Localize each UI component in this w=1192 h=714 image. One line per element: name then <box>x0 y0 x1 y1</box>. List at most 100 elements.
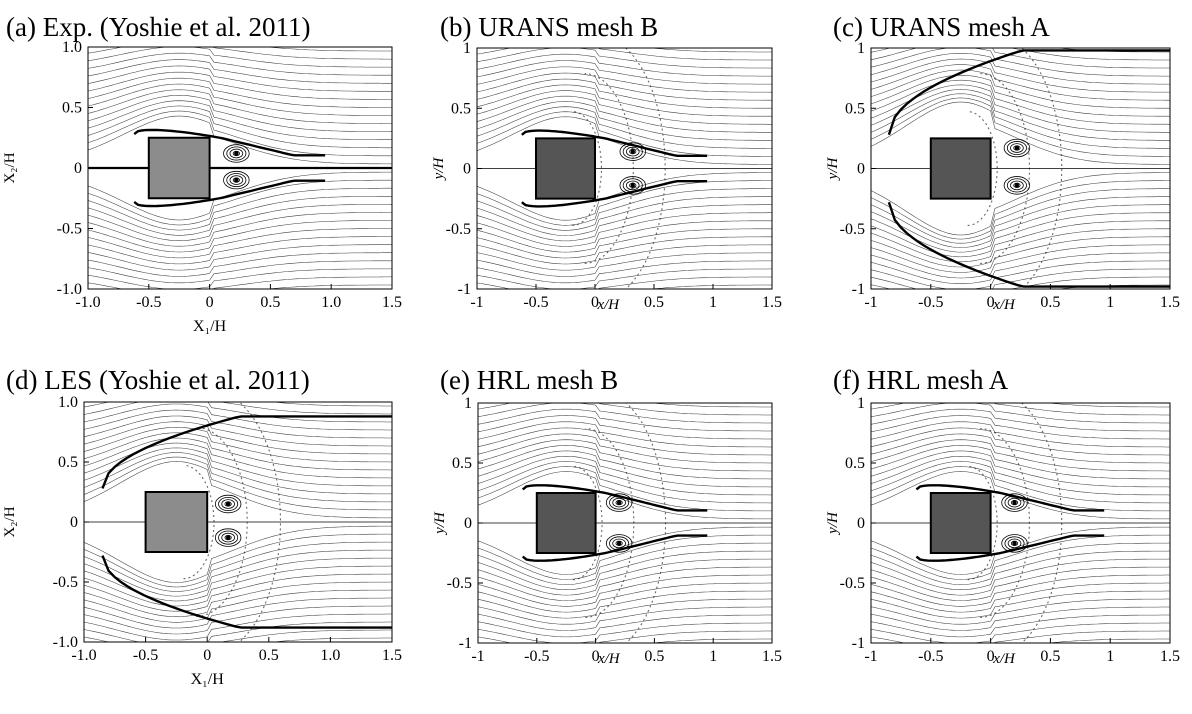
streamline <box>88 71 392 100</box>
x-axis-title: X₁/H <box>191 671 225 688</box>
streamline <box>871 542 1170 585</box>
y-tick-label: 1 <box>857 40 865 57</box>
x-tick-label: -0.5 <box>524 648 549 665</box>
streamline <box>871 276 1170 289</box>
streamline <box>478 550 772 590</box>
streamline <box>478 433 772 464</box>
streamline <box>871 526 1170 575</box>
y-axis-title: X₂/H <box>2 152 18 183</box>
streamline <box>478 421 772 448</box>
vortex-ring <box>609 495 630 510</box>
streamline <box>88 171 392 221</box>
shear-layer <box>915 534 1105 562</box>
vortex-core <box>1012 500 1017 505</box>
streamline <box>271 637 392 642</box>
streamline <box>478 542 772 585</box>
streamline <box>871 456 1170 496</box>
vortex-core <box>225 501 231 507</box>
x-axis-title: x/H <box>597 651 621 667</box>
streamline <box>871 228 1170 268</box>
streamline <box>871 466 1170 512</box>
vortex-core <box>630 149 635 154</box>
streamline <box>477 95 772 133</box>
streamline <box>478 614 772 638</box>
streamline <box>477 180 772 226</box>
panel-title: (f) HRL mesh A <box>833 365 1009 395</box>
vortex-core <box>234 151 239 156</box>
streamline <box>84 605 392 635</box>
streamlines <box>478 403 772 643</box>
streamline <box>88 268 392 289</box>
streamline <box>871 622 1170 643</box>
streamline <box>478 403 772 424</box>
streamline <box>477 276 772 289</box>
streamline <box>478 558 772 596</box>
streamline <box>477 228 772 259</box>
streamline <box>477 252 772 277</box>
streamline <box>649 48 772 53</box>
streamline <box>871 69 1170 109</box>
streamline <box>477 53 772 77</box>
streamlines <box>477 48 772 289</box>
streamline <box>478 439 772 472</box>
streamline <box>477 90 772 125</box>
vortex-ring <box>1006 178 1027 193</box>
streamline <box>88 196 392 236</box>
x-tick-label: 1.5 <box>1160 294 1180 311</box>
streamline <box>84 452 392 503</box>
shear-layer <box>101 555 392 629</box>
x-tick-label: 1.0 <box>321 294 341 311</box>
streamline <box>871 427 1170 456</box>
streamline <box>88 212 392 247</box>
streamline <box>84 573 392 612</box>
y-tick-label: -0.5 <box>447 575 472 592</box>
vortex-ring <box>229 148 244 159</box>
streamline <box>84 421 392 455</box>
streamline <box>478 415 772 440</box>
vortex-core <box>234 177 239 183</box>
panel-title: (a) Exp. (Yoshie et al. 2011) <box>6 12 310 42</box>
streamline <box>84 432 392 471</box>
x-axis-title: x/H <box>992 297 1016 313</box>
panel-e: -1 -0.5 0 0.5 1 1.5 1 0.5 0 -0.5 -1 x/H y/H (e) HRL m… <box>432 365 782 667</box>
x-tick-label: 1.5 <box>762 294 782 311</box>
streamline <box>478 466 772 512</box>
x-tick-label: 1.5 <box>1160 648 1180 665</box>
streamline <box>84 549 392 597</box>
streamline <box>478 598 772 625</box>
streamline <box>871 74 1170 117</box>
panel-f: -1 -0.5 0 0.5 1 1.5 1 0.5 0 -0.5 -1 x/H y/H (f) HRL m… <box>825 365 1180 667</box>
streamline <box>84 402 392 415</box>
vortex-ring <box>226 173 247 188</box>
vortex-core <box>1014 183 1020 188</box>
x-tick-label: 1.5 <box>382 294 402 311</box>
x-tick-label: -0.5 <box>136 294 161 311</box>
streamline <box>477 268 772 289</box>
vortex-ring <box>1003 138 1031 158</box>
arc-line <box>572 111 603 226</box>
y-tick-label: 0 <box>857 161 865 178</box>
vortex-ring <box>609 536 630 551</box>
streamline <box>477 84 772 117</box>
vortex-ring <box>1004 495 1025 510</box>
shear-layer <box>101 415 392 489</box>
x-tick-label: 0.5 <box>1040 294 1060 311</box>
streamline <box>88 179 392 226</box>
streamline <box>478 574 772 607</box>
x-tick-label: -0.5 <box>918 648 943 665</box>
streamline <box>478 582 772 613</box>
streamline <box>871 93 1170 149</box>
streamline <box>88 260 392 284</box>
streamline <box>84 442 392 487</box>
streamline <box>84 525 392 583</box>
streamline <box>478 590 772 619</box>
streamline <box>871 421 1170 448</box>
shear-layer <box>887 49 1170 136</box>
y-tick-label: -1 <box>459 635 472 652</box>
vortex-core <box>1014 145 1020 151</box>
x-tick-label: -1 <box>470 294 483 311</box>
streamline <box>871 84 1170 133</box>
arc-line <box>238 402 282 642</box>
streamline <box>871 196 1170 248</box>
streamline <box>478 403 772 416</box>
